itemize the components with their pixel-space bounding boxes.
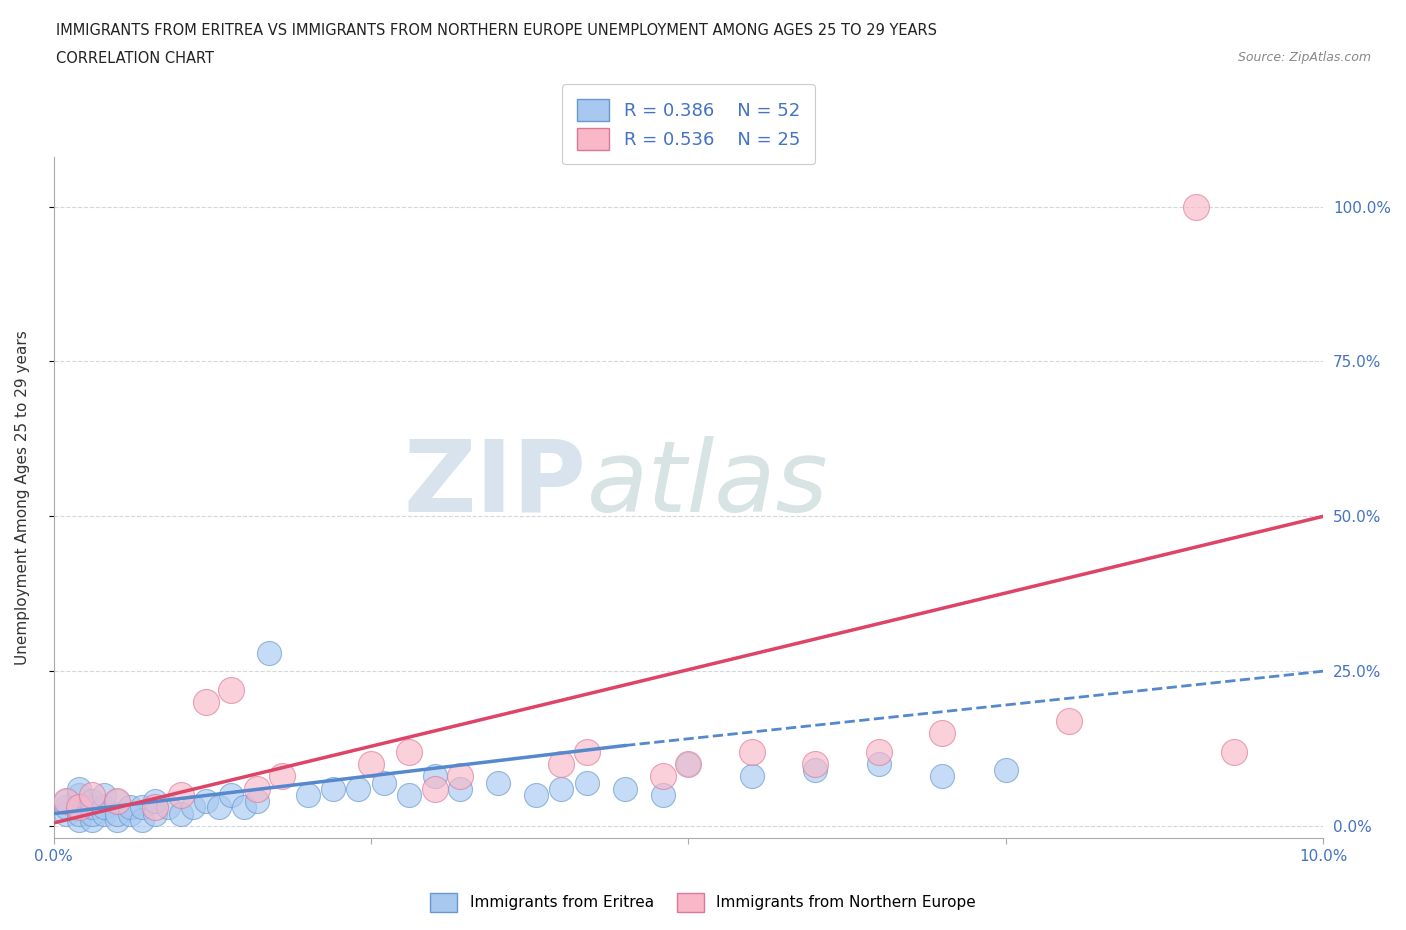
Point — [80, 806, 103, 821]
Text: Source: ZipAtlas.com: Source: ZipAtlas.com — [1237, 51, 1371, 64]
Point — [169, 788, 191, 803]
Point — [55, 794, 77, 809]
Point — [221, 788, 243, 803]
Point — [105, 794, 128, 809]
Point — [1185, 199, 1208, 214]
Point — [398, 788, 420, 803]
Point — [347, 781, 370, 796]
Point — [246, 794, 269, 809]
Point — [246, 781, 269, 796]
Point — [194, 695, 217, 710]
Text: IMMIGRANTS FROM ERITREA VS IMMIGRANTS FROM NORTHERN EUROPE UNEMPLOYMENT AMONG AG: IMMIGRANTS FROM ERITREA VS IMMIGRANTS FR… — [56, 23, 938, 38]
Text: CORRELATION CHART: CORRELATION CHART — [56, 51, 214, 66]
Point — [67, 813, 90, 828]
Point — [67, 781, 90, 796]
Point — [652, 769, 675, 784]
Point — [360, 757, 382, 772]
Point — [322, 781, 344, 796]
Point — [105, 806, 128, 821]
Point — [398, 744, 420, 759]
Point — [131, 800, 153, 815]
Point — [105, 794, 128, 809]
Point — [423, 769, 446, 784]
Point — [221, 683, 243, 698]
Point — [994, 763, 1017, 777]
Point — [67, 806, 90, 821]
Point — [80, 813, 103, 828]
Point — [194, 794, 217, 809]
Point — [1059, 713, 1081, 728]
Legend: Immigrants from Eritrea, Immigrants from Northern Europe: Immigrants from Eritrea, Immigrants from… — [423, 887, 983, 918]
Point — [80, 800, 103, 815]
Point — [575, 776, 598, 790]
Point — [804, 757, 827, 772]
Point — [271, 769, 294, 784]
Point — [741, 744, 763, 759]
Point — [93, 806, 115, 821]
Point — [868, 744, 890, 759]
Point — [373, 776, 395, 790]
Point — [169, 806, 191, 821]
Point — [449, 781, 471, 796]
Point — [105, 813, 128, 828]
Text: ZIP: ZIP — [404, 435, 586, 533]
Point — [550, 781, 572, 796]
Point — [55, 806, 77, 821]
Point — [575, 744, 598, 759]
Point — [931, 769, 953, 784]
Point — [131, 813, 153, 828]
Point — [143, 794, 166, 809]
Point — [80, 794, 103, 809]
Point — [423, 781, 446, 796]
Point — [55, 800, 77, 815]
Point — [67, 788, 90, 803]
Point — [550, 757, 572, 772]
Point — [868, 757, 890, 772]
Point — [678, 757, 700, 772]
Point — [93, 788, 115, 803]
Point — [208, 800, 231, 815]
Point — [804, 763, 827, 777]
Point — [678, 757, 700, 772]
Point — [118, 800, 141, 815]
Point — [486, 776, 509, 790]
Point — [652, 788, 675, 803]
Text: atlas: atlas — [586, 435, 828, 533]
Legend: R = 0.386    N = 52, R = 0.536    N = 25: R = 0.386 N = 52, R = 0.536 N = 25 — [562, 85, 814, 165]
Point — [143, 800, 166, 815]
Point — [181, 800, 204, 815]
Point — [93, 800, 115, 815]
Y-axis label: Unemployment Among Ages 25 to 29 years: Unemployment Among Ages 25 to 29 years — [15, 330, 30, 665]
Point — [449, 769, 471, 784]
Point — [297, 788, 319, 803]
Point — [613, 781, 636, 796]
Point — [931, 725, 953, 740]
Point — [118, 806, 141, 821]
Point — [741, 769, 763, 784]
Point — [67, 800, 90, 815]
Point — [143, 806, 166, 821]
Point — [80, 788, 103, 803]
Point — [55, 794, 77, 809]
Point — [67, 800, 90, 815]
Point — [233, 800, 256, 815]
Point — [259, 645, 281, 660]
Point — [1223, 744, 1246, 759]
Point — [156, 800, 179, 815]
Point — [524, 788, 547, 803]
